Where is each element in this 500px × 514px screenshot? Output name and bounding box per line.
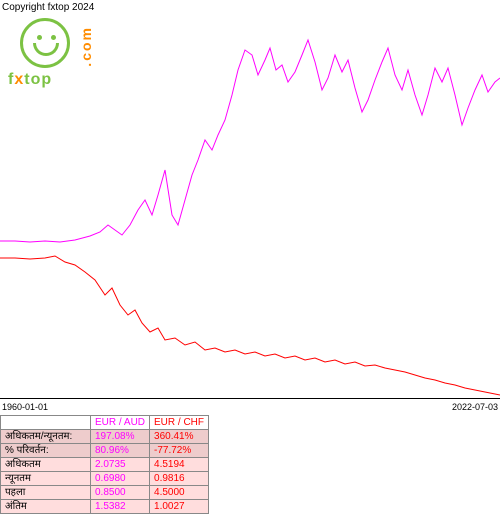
series-eur-aud [0,40,500,242]
x-axis-start-label: 1960-01-01 [2,402,48,412]
exchange-rate-chart [0,0,500,400]
table-corner [1,416,91,430]
table-cell: 1.5382 [91,500,150,514]
table-row: अधिकतम2.07354.5194 [1,458,209,472]
table-cell: पहला [1,486,91,500]
table-row: पहला0.85004.5000 [1,486,209,500]
table-cell: अधिकतम [1,458,91,472]
table-cell: 80.96% [91,444,150,458]
table-cell: % परिवर्तन: [1,444,91,458]
table-row: % परिवर्तन:80.96%-77.72% [1,444,209,458]
table-cell: -77.72% [150,444,209,458]
table-row: न्यूनतम0.69800.9816 [1,472,209,486]
x-axis-line [0,398,500,399]
table-cell: 0.6980 [91,472,150,486]
table-cell: 4.5194 [150,458,209,472]
table-header-row: EUR / AUD EUR / CHF [1,416,209,430]
table-row: अधिकतम/न्यूनतम:197.08%360.41% [1,430,209,444]
table-cell: अंतिम [1,500,91,514]
table-cell: 0.9816 [150,472,209,486]
table-col-1: EUR / AUD [91,416,150,430]
table-cell: 0.8500 [91,486,150,500]
table-cell: 4.5000 [150,486,209,500]
chart-lines [0,0,500,400]
table-col-2: EUR / CHF [150,416,209,430]
table-cell: अधिकतम/न्यूनतम: [1,430,91,444]
series-eur-chf [0,256,500,395]
table-cell: 360.41% [150,430,209,444]
stats-table: EUR / AUD EUR / CHF अधिकतम/न्यूनतम:197.0… [0,415,209,514]
table-cell: 1.0027 [150,500,209,514]
table-cell: 197.08% [91,430,150,444]
table-cell: 2.0735 [91,458,150,472]
table-cell: न्यूनतम [1,472,91,486]
x-axis-end-label: 2022-07-03 [452,402,498,412]
table-row: अंतिम1.53821.0027 [1,500,209,514]
